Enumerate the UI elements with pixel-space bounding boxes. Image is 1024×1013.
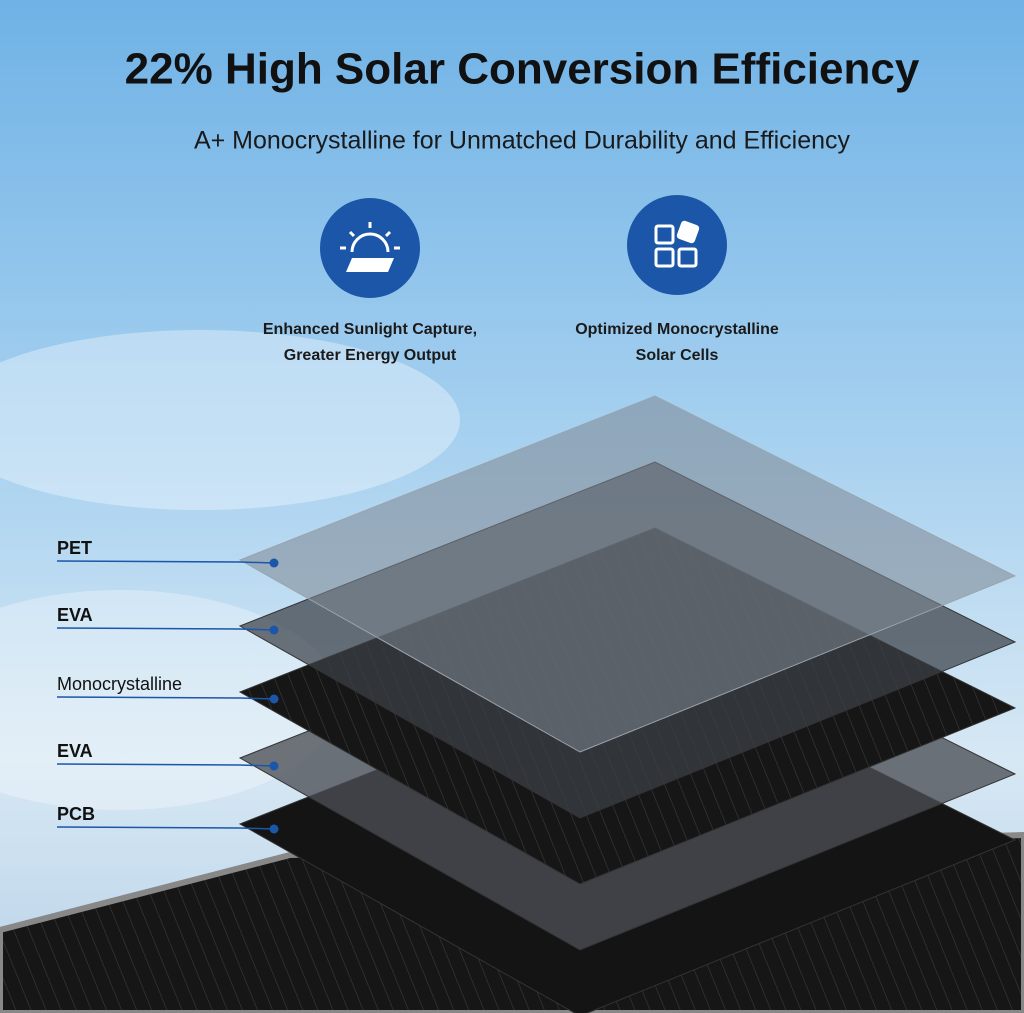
leader-line: [56, 763, 275, 767]
feature-text: Greater Energy Output: [284, 347, 457, 364]
leader-dot: [269, 625, 279, 635]
subtitle: A+ Monocrystalline for Unmatched Durabil…: [194, 127, 851, 155]
layer-label: EVA: [57, 605, 93, 625]
leader-line: [56, 560, 275, 564]
layer-label: PET: [57, 538, 92, 558]
leader-line: [56, 826, 275, 830]
leader-line: [56, 627, 275, 631]
icon-cells: [627, 195, 727, 295]
feature-list: Enhanced Sunlight Capture, Greater Energy…: [263, 321, 779, 364]
title: 22% High Solar Conversion Efficiency: [125, 45, 920, 94]
feature-text: Solar Cells: [636, 347, 719, 364]
layer-sheet: [238, 395, 1017, 753]
leader-dot: [269, 694, 279, 704]
leader-dot: [269, 824, 279, 834]
leader-dot: [269, 761, 279, 771]
icon-sun: [320, 198, 420, 298]
layer-stack: [238, 395, 1017, 1013]
layer-label: Monocrystalline: [57, 674, 182, 694]
leader-line: [56, 696, 275, 700]
feature-text: Enhanced Sunlight Capture,: [263, 321, 477, 338]
feature-text: Optimized Monocrystalline: [575, 321, 779, 338]
layer-labels: PET EVA Monocrystalline EVA PCB: [56, 538, 279, 834]
layer-label: EVA: [57, 741, 93, 761]
leader-dot: [269, 558, 279, 568]
layer-label: PCB: [57, 804, 95, 824]
cloud: [0, 330, 460, 510]
